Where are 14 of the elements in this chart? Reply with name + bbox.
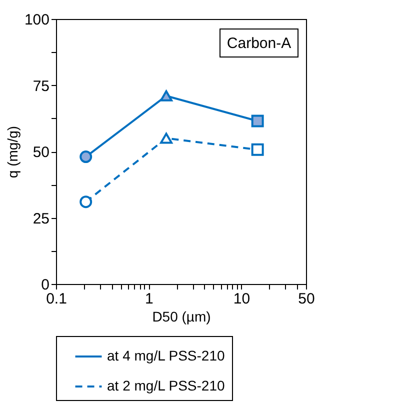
x-axis-title: D50 (µm) [152, 308, 211, 324]
y-tick-label: 100 [24, 12, 50, 28]
legend-label: at 4 mg/L PSS-210 [107, 348, 225, 364]
y-tick-label: 75 [32, 78, 50, 95]
x-tick-label: 10 [233, 290, 250, 308]
y-axis-title: q (mg/g) [4, 126, 20, 178]
annotation: Carbon-A [226, 35, 292, 52]
y-tick-label: 25 [32, 210, 50, 228]
legend-label: at 2 mg/L PSS-210 [107, 378, 225, 394]
y-tick-label: 0 [41, 276, 50, 294]
y-tick-label: 50 [32, 144, 50, 161]
x-tick-label: 1 [144, 290, 154, 308]
x-tick-label: 0.1 [46, 290, 67, 308]
x-tick-label: 50 [298, 290, 315, 308]
